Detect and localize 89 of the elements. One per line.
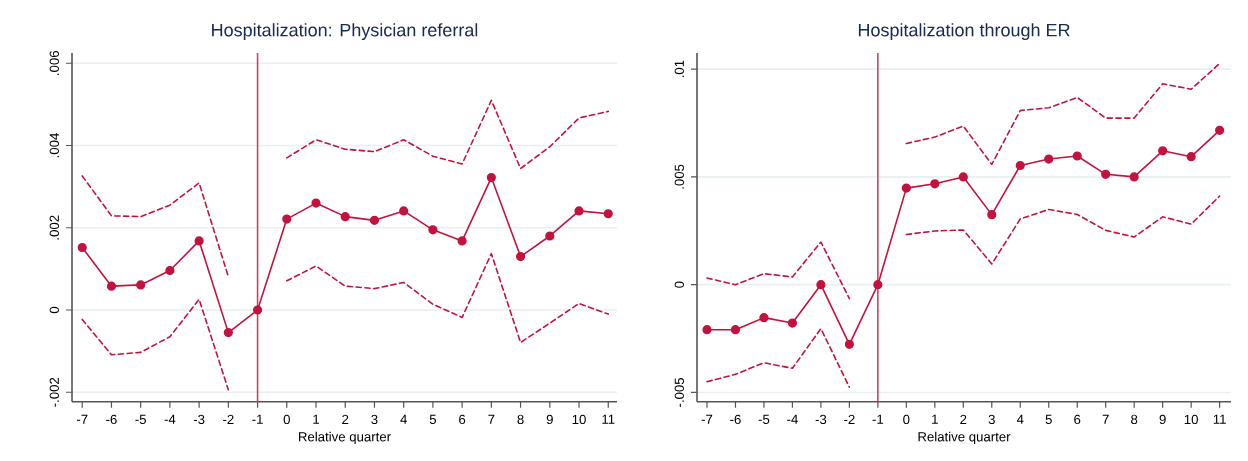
x-tick-label: 2 bbox=[960, 414, 967, 424]
point bbox=[1158, 146, 1168, 156]
x-tick-label: 4 bbox=[1016, 414, 1024, 424]
x-tick-label: -4 bbox=[164, 414, 176, 424]
point bbox=[930, 179, 940, 189]
point bbox=[987, 210, 997, 220]
x-tick-label: 3 bbox=[988, 414, 995, 425]
x-tick-label: 4 bbox=[400, 414, 407, 424]
point bbox=[603, 209, 613, 219]
x-tick-label: -2 bbox=[844, 414, 855, 424]
x-tick-label: 8 bbox=[1131, 414, 1138, 425]
x-tick-label: 8 bbox=[517, 414, 524, 425]
x-tick-label: -4 bbox=[787, 414, 798, 424]
point bbox=[787, 318, 798, 328]
point bbox=[1101, 169, 1111, 179]
point bbox=[958, 172, 968, 182]
point bbox=[399, 206, 409, 216]
point bbox=[574, 206, 584, 216]
point bbox=[1072, 151, 1082, 161]
point bbox=[486, 172, 496, 183]
point bbox=[136, 280, 146, 290]
y-tick-label: 0 bbox=[49, 306, 59, 314]
point bbox=[759, 313, 769, 323]
x-tick-label: 6 bbox=[1074, 414, 1081, 425]
x-tick-label: 1 bbox=[313, 414, 320, 424]
x-tick-label: -7 bbox=[76, 414, 88, 424]
x-tick-label: -6 bbox=[106, 414, 117, 425]
x-tick-label: 0 bbox=[903, 414, 910, 425]
point bbox=[1015, 160, 1025, 171]
point bbox=[223, 328, 233, 338]
chart-title: Hospitalization: Physician referral bbox=[212, 23, 478, 41]
x-axis-title: Relative quarter bbox=[299, 431, 391, 445]
chart-title: Hospitalization through ER bbox=[858, 23, 1070, 41]
x-tick-label: 0 bbox=[283, 414, 290, 425]
x-tick-label: 10 bbox=[572, 414, 586, 425]
x-axis-title: Relative quarter bbox=[918, 431, 1011, 445]
point bbox=[730, 325, 741, 335]
point bbox=[1186, 152, 1196, 162]
point bbox=[311, 198, 321, 208]
x-tick-label: -1 bbox=[252, 414, 263, 424]
point bbox=[901, 183, 911, 193]
point bbox=[340, 212, 350, 222]
x-tick-label: 5 bbox=[1045, 414, 1052, 424]
x-tick-label: 6 bbox=[459, 414, 466, 425]
x-tick-label: -5 bbox=[758, 414, 770, 424]
point bbox=[545, 231, 555, 241]
x-tick-label: 3 bbox=[371, 414, 378, 425]
point bbox=[369, 215, 380, 225]
y-tick-label: .002 bbox=[49, 215, 59, 240]
point bbox=[282, 214, 292, 224]
x-tick-label: 9 bbox=[546, 414, 553, 425]
x-tick-label: -7 bbox=[701, 414, 713, 424]
x-tick-label: 11 bbox=[602, 414, 615, 424]
point bbox=[1044, 154, 1054, 164]
point bbox=[428, 225, 438, 235]
x-tick-label: 11 bbox=[1213, 414, 1226, 424]
x-tick-label: 2 bbox=[342, 414, 349, 424]
point bbox=[816, 280, 826, 290]
point bbox=[194, 236, 204, 246]
y-tick-label: -.002 bbox=[49, 377, 59, 407]
point bbox=[1129, 172, 1139, 182]
x-tick-label: -5 bbox=[135, 414, 146, 424]
x-tick-label: 10 bbox=[1184, 414, 1198, 425]
y-tick-label: .01 bbox=[674, 60, 684, 78]
x-tick-label: 9 bbox=[1159, 414, 1166, 425]
x-tick-label: 7 bbox=[488, 414, 495, 424]
x-tick-label: 5 bbox=[429, 414, 437, 424]
x-tick-label: -1 bbox=[872, 414, 884, 424]
x-tick-label: -2 bbox=[223, 414, 234, 424]
x-tick-label: 1 bbox=[932, 414, 938, 424]
point bbox=[252, 305, 263, 315]
x-tick-label: -3 bbox=[815, 414, 827, 425]
point bbox=[515, 251, 526, 262]
point bbox=[844, 339, 854, 349]
x-tick-label: 7 bbox=[1102, 414, 1109, 424]
x-tick-label: -6 bbox=[730, 414, 741, 425]
y-tick-label: 0 bbox=[674, 281, 684, 288]
x-tick-label: -3 bbox=[193, 414, 205, 425]
point bbox=[106, 281, 117, 291]
y-tick-label: -.005 bbox=[674, 377, 684, 407]
y-tick-label: .006 bbox=[49, 51, 59, 75]
point bbox=[77, 242, 87, 253]
point bbox=[165, 265, 175, 276]
point bbox=[457, 236, 467, 246]
point bbox=[1215, 125, 1225, 135]
point bbox=[702, 325, 712, 335]
point bbox=[873, 280, 883, 290]
y-tick-label: .004 bbox=[49, 133, 59, 158]
y-tick-label: .005 bbox=[674, 164, 684, 189]
